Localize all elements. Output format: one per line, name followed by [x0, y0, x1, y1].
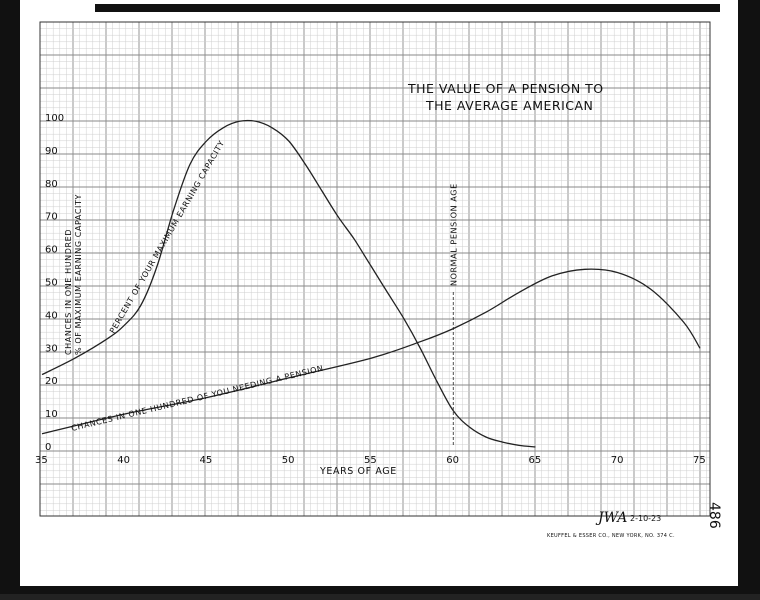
x-tick-label: 60	[446, 455, 459, 466]
chart-title-line-2: THE AVERAGE AMERICAN	[425, 98, 593, 113]
y-tick-label: 20	[45, 376, 58, 387]
tick-labels: 35 40 45 50 55 60 65 70 75 0 10 20 30 40 50 60 70 80 90 100	[35, 113, 706, 466]
x-tick-label: 50	[282, 455, 295, 466]
scan-border-right	[738, 0, 760, 600]
x-tick-label: 65	[529, 455, 542, 466]
chart-title-line-1: THE VALUE OF A PENSION TO	[407, 81, 604, 96]
x-axis-label: YEARS OF AGE	[319, 466, 397, 477]
signature: JWA	[595, 510, 627, 526]
scan-border-bottom-edge	[0, 594, 760, 600]
sheet-number: 486	[706, 502, 722, 529]
x-tick-label: 55	[364, 455, 377, 466]
y-axis-label-line-2: % OF MAXIMUM EARNING CAPACITY	[74, 194, 83, 355]
maker-imprint: KEUFFEL & ESSER CO., NEW YORK, NO. 374 C…	[547, 533, 675, 539]
y-axis-label-line-1: CHANCES IN ONE HUNDRED	[64, 229, 73, 355]
y-tick-label: 90	[45, 146, 58, 157]
scan-border-top	[95, 4, 720, 12]
y-tick-label: 0	[45, 442, 51, 453]
x-tick-label: 45	[200, 455, 213, 466]
earning-capacity-curve	[41, 119, 536, 448]
scan-border-bottom	[20, 586, 738, 594]
y-tick-label: 80	[45, 179, 58, 190]
signature-date: 2-10-23	[630, 514, 661, 523]
scan-border-left	[0, 0, 20, 600]
y-tick-label: 70	[45, 212, 58, 223]
normal-pension-age-label: NORMAL PENSION AGE	[449, 183, 458, 286]
grid-paper	[39, 21, 710, 516]
series-lines	[41, 119, 701, 448]
y-tick-label: 60	[45, 245, 58, 256]
x-tick-label: 35	[35, 455, 48, 466]
grid-frame	[39, 21, 711, 517]
x-tick-label: 40	[117, 455, 130, 466]
y-tick-label: 40	[45, 310, 58, 321]
y-tick-label: 50	[45, 278, 58, 289]
x-tick-label: 75	[693, 455, 706, 466]
y-tick-label: 30	[45, 343, 58, 354]
y-tick-label: 100	[45, 113, 64, 124]
pension-need-curve	[41, 268, 701, 435]
x-tick-label: 70	[611, 455, 624, 466]
y-tick-label: 10	[45, 409, 58, 420]
